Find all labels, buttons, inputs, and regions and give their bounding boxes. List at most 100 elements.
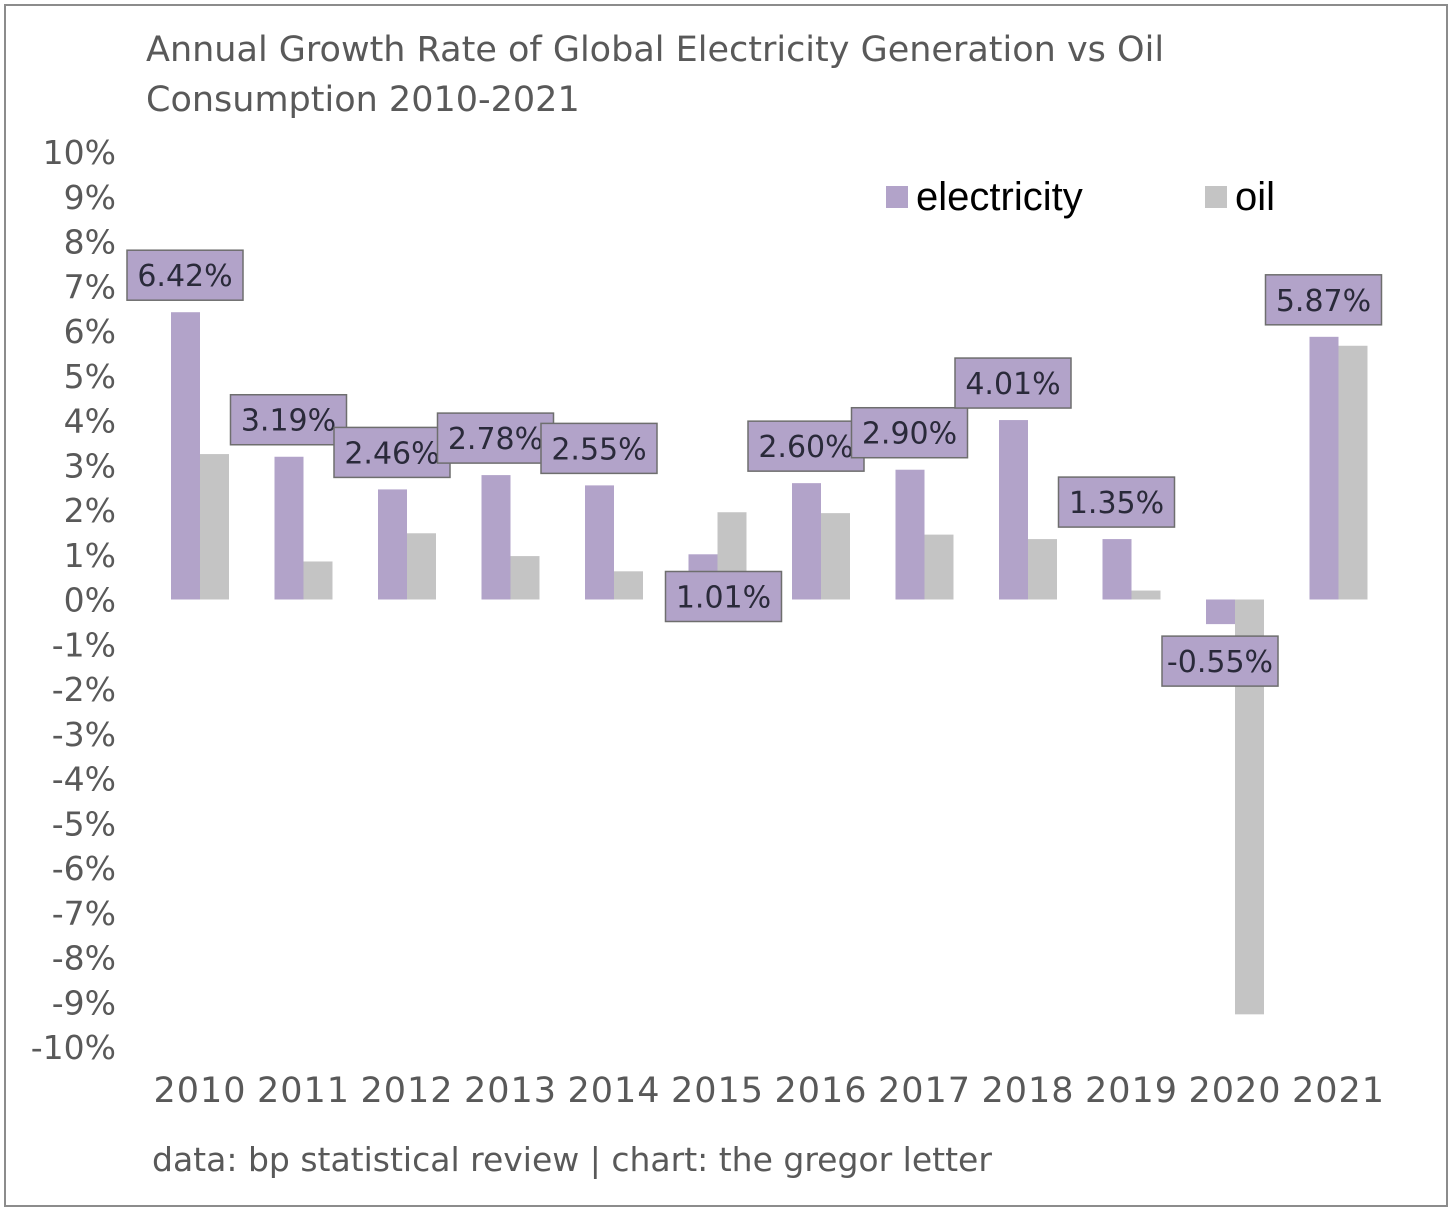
y-tick-label: -1%	[52, 625, 116, 664]
x-tick-label: 2019	[1085, 1071, 1178, 1111]
data-label: 2.90%	[850, 406, 969, 459]
legend-label: electricity	[916, 175, 1083, 219]
data-label-text: 6.42%	[137, 259, 232, 294]
oil-bar	[303, 561, 333, 600]
oil-bar	[1338, 345, 1368, 600]
data-label-text: 3.19%	[241, 404, 336, 439]
electricity-bar	[585, 485, 614, 600]
oil-bar	[924, 534, 954, 600]
electricity-bar	[378, 489, 407, 600]
data-label: 1.35%	[1057, 476, 1176, 528]
data-label-box	[229, 393, 348, 446]
data-label: 3.19%	[229, 393, 348, 446]
y-tick-label: -3%	[52, 715, 116, 754]
x-tick-label: 2020	[1188, 1071, 1281, 1111]
y-tick-label: -2%	[52, 670, 116, 709]
x-tick-label: 2017	[878, 1071, 971, 1111]
electricity-bar	[792, 483, 821, 600]
data-label: 5.87%	[1264, 274, 1383, 326]
oil-bar	[614, 571, 643, 600]
data-label-box	[850, 406, 969, 459]
y-tick-label: 10%	[43, 133, 116, 172]
data-label: 6.42%	[126, 249, 244, 301]
y-tick-label: -8%	[52, 939, 116, 978]
data-label: 1.01%	[664, 570, 783, 623]
y-tick-label: 4%	[64, 402, 116, 441]
data-label-box	[126, 249, 244, 301]
oil-bar	[1131, 590, 1161, 600]
data-label-text: -0.55%	[1167, 645, 1273, 680]
data-label: 2.60%	[747, 420, 865, 472]
oil-bar	[200, 454, 229, 600]
electricity-bar	[999, 420, 1028, 600]
oil-bar	[1028, 539, 1057, 600]
data-label-text: 1.35%	[1069, 486, 1164, 521]
data-label-box	[540, 422, 658, 475]
data-label-box	[747, 420, 865, 472]
electricity-bar	[481, 475, 511, 600]
y-tick-label: -5%	[52, 804, 116, 843]
data-label-text: 1.01%	[676, 581, 771, 616]
data-label-box	[1161, 635, 1279, 687]
data-label: 2.46%	[333, 426, 451, 479]
y-tick-label: -10%	[31, 1028, 116, 1067]
data-label-text: 2.90%	[862, 417, 957, 452]
y-tick-label: 2%	[64, 491, 116, 530]
data-label-text: 2.55%	[551, 432, 646, 467]
y-axis: 10% 9% 8% 7% 6% 5% 4% 3% 2% 1% 0% -1% -2% -3% -4% -5% -6…	[31, 133, 116, 1067]
source-note: data: bp statistical review | chart: the…	[152, 1140, 992, 1179]
y-tick-label: 0%	[64, 581, 116, 620]
data-labels: 6.42% 3.19%2.46% 2.78% 2.55% 1.01% 2.60% 2.90%…	[126, 249, 1383, 687]
data-label-box	[436, 412, 555, 464]
y-tick-label: -7%	[52, 894, 116, 933]
data-label-text: 5.87%	[1276, 284, 1371, 319]
y-tick-label: -4%	[52, 760, 116, 799]
x-tick-label: 2018	[981, 1071, 1074, 1111]
x-tick-label: 2012	[360, 1071, 453, 1111]
x-axis: 2010 2011 2012 2013 2014 2015 2016 2017 2018 2019…	[153, 1071, 1385, 1111]
data-label-box	[954, 357, 1072, 409]
data-label: 2.55%	[540, 422, 658, 475]
x-tick-label: 2014	[567, 1071, 660, 1111]
x-tick-label: 2011	[257, 1071, 350, 1111]
electricity-bar	[274, 456, 304, 600]
y-tick-label: 9%	[64, 178, 116, 217]
data-label-text: 2.60%	[758, 430, 853, 465]
oil-bar	[510, 556, 540, 600]
data-label-text: 2.46%	[344, 436, 439, 471]
data-label-box	[1264, 274, 1383, 326]
legend-swatch	[1205, 186, 1227, 208]
legend: electricity oil	[886, 175, 1275, 219]
y-tick-label: 7%	[64, 267, 116, 306]
electricity-bar	[895, 469, 925, 600]
x-tick-label: 2013	[464, 1071, 557, 1111]
electricity-bar	[1102, 539, 1132, 600]
x-tick-label: 2021	[1292, 1071, 1385, 1111]
data-label-box	[1057, 476, 1176, 528]
data-label: -0.55%	[1161, 635, 1279, 687]
y-tick-label: 8%	[64, 223, 116, 262]
data-label: 4.01%	[954, 357, 1072, 409]
y-tick-label: 3%	[64, 446, 116, 485]
y-tick-label: 1%	[64, 536, 116, 575]
legend-label: oil	[1235, 175, 1275, 219]
chart-title-line-1: Annual Growth Rate of Global Electricity…	[146, 30, 1165, 70]
data-label-box	[664, 570, 783, 623]
data-label-text: 2.78%	[448, 422, 543, 457]
y-tick-label: -9%	[52, 983, 116, 1022]
y-tick-label: 5%	[64, 357, 116, 396]
electricity-bar	[1309, 336, 1339, 600]
bars	[171, 312, 1368, 1015]
electricity-bar	[171, 312, 200, 600]
data-label-text: 4.01%	[965, 367, 1060, 402]
y-tick-label: -6%	[52, 849, 116, 888]
x-tick-label: 2015	[671, 1071, 764, 1111]
chart-title-line-2: Consumption 2010-2021	[146, 80, 580, 120]
electricity-bar	[1206, 599, 1235, 625]
y-tick-label: 6%	[64, 312, 116, 351]
legend-swatch	[886, 186, 908, 208]
oil-bar	[821, 513, 850, 600]
x-tick-label: 2010	[153, 1071, 246, 1111]
x-tick-label: 2016	[774, 1071, 867, 1111]
